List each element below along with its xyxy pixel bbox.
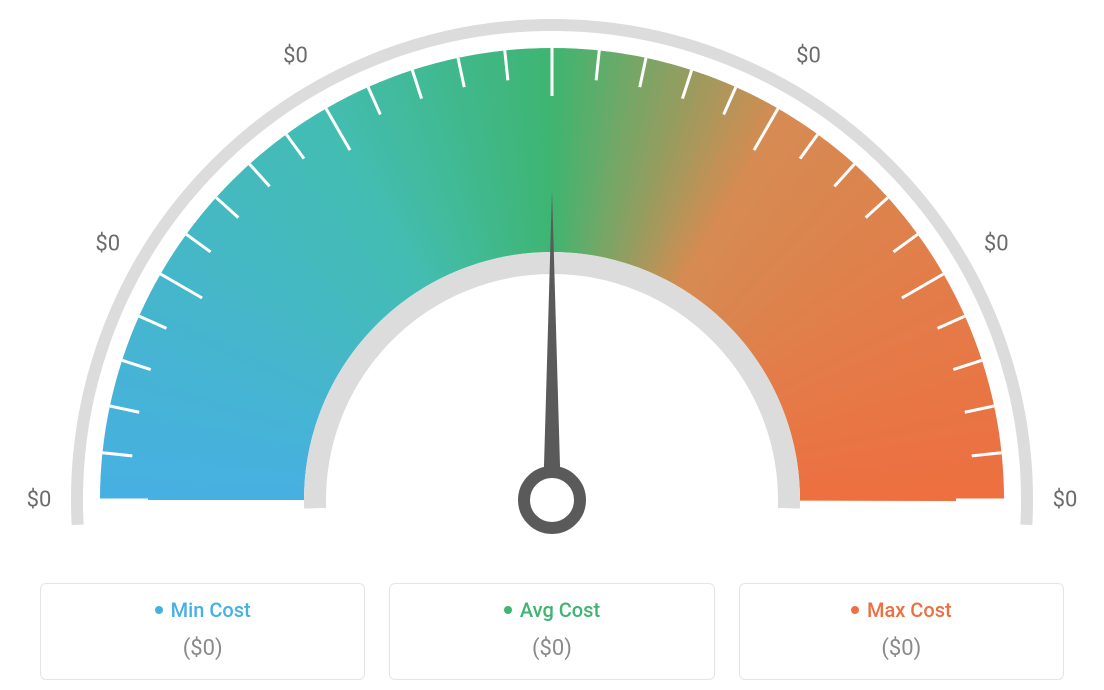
legend-dot-min [155, 606, 163, 614]
legend-max-value: ($0) [760, 636, 1043, 661]
legend-min-value: ($0) [61, 636, 344, 661]
legend-avg-label: Avg Cost [520, 598, 600, 622]
legend-avg-title: Avg Cost [504, 598, 600, 622]
legend-min-title: Min Cost [155, 598, 251, 622]
legend-min-label: Min Cost [171, 598, 251, 622]
legend-max-label: Max Cost [867, 598, 952, 622]
legend-dot-avg [504, 606, 512, 614]
gauge-tick-label: $0 [984, 231, 1009, 256]
legend-max-title: Max Cost [851, 598, 952, 622]
legend-max-cost: Max Cost ($0) [739, 583, 1064, 680]
legend-avg-cost: Avg Cost ($0) [389, 583, 714, 680]
cost-gauge-container: $0$0$0$0$0$0$0 Min Cost ($0) Avg Cost ($… [0, 0, 1104, 690]
legend-row: Min Cost ($0) Avg Cost ($0) Max Cost ($0… [0, 583, 1104, 680]
legend-min-cost: Min Cost ($0) [40, 583, 365, 680]
gauge-tick-label: $0 [283, 43, 308, 68]
gauge-tick-label: $0 [95, 231, 120, 256]
gauge-tick-label: $0 [796, 43, 821, 68]
gauge-tick-label: $0 [1053, 488, 1078, 513]
gauge-tick-label: $0 [27, 488, 52, 513]
gauge-chart: $0$0$0$0$0$0$0 [0, 0, 1104, 560]
legend-avg-value: ($0) [410, 636, 693, 661]
legend-dot-max [851, 606, 859, 614]
gauge-svg [0, 0, 1104, 560]
